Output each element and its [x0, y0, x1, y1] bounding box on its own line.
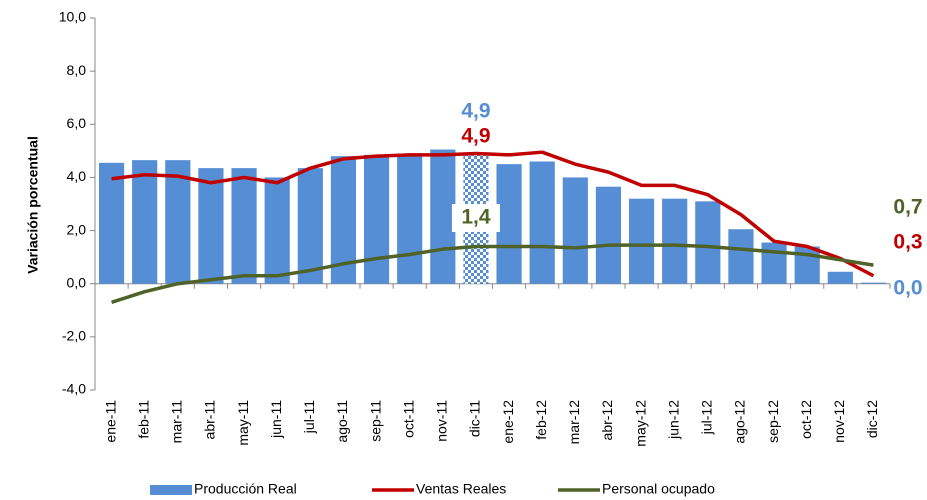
x-tick-label: ene-11: [102, 400, 118, 443]
x-tick-label: nov-11: [434, 400, 450, 442]
bar: [728, 229, 754, 284]
x-tick-label: may-12: [632, 400, 648, 447]
value-label: 1,4: [461, 206, 491, 229]
label-bg: [451, 204, 500, 232]
legend-swatch: [150, 485, 192, 495]
x-tick-label: abr-11: [202, 400, 218, 440]
bar: [231, 168, 257, 284]
y-tick-label: 0,0: [67, 274, 87, 290]
value-label: 4,9: [461, 100, 490, 123]
bar: [198, 168, 224, 284]
legend-label: Ventas Reales: [416, 481, 506, 497]
bar: [662, 198, 688, 284]
value-label: 0,0: [893, 277, 922, 300]
y-tick-label: -4,0: [62, 381, 86, 397]
bar: [264, 177, 290, 284]
legend-label: Producción Real: [194, 481, 297, 497]
x-tick-label: dic-12: [864, 400, 880, 438]
bar: [860, 282, 887, 284]
line: [111, 150, 875, 278]
x-tick-label: ago-11: [334, 400, 350, 443]
bar: [628, 198, 655, 284]
x-tick-label: mar-12: [566, 400, 582, 445]
bar: [595, 186, 622, 284]
x-tick-label: jun-11: [268, 400, 284, 439]
bar: [297, 168, 323, 284]
value-label: 0,7: [893, 196, 922, 219]
y-tick-label: 8,0: [67, 62, 87, 78]
bar: [827, 271, 853, 284]
x-tick-label: ago-12: [732, 400, 748, 444]
x-tick-label: jun-12: [665, 400, 681, 440]
bar: [363, 154, 390, 284]
x-tick-label: feb-11: [135, 400, 151, 439]
bar: [98, 162, 125, 284]
x-tick-label: jul-11: [301, 400, 317, 434]
y-tick-label: -2,0: [62, 328, 86, 344]
bar: [529, 161, 555, 284]
y-tick-label: 2,0: [67, 221, 87, 237]
line: [111, 243, 874, 304]
bar: [695, 201, 721, 284]
bar: [562, 177, 588, 284]
legend-label: Personal ocupado: [602, 481, 715, 497]
bar: [132, 160, 158, 284]
x-tick-label: mar-11: [169, 400, 185, 444]
x-tick-label: nov-12: [831, 400, 847, 443]
bar: [430, 149, 456, 284]
x-tick-label: oct-12: [798, 400, 814, 439]
x-tick-label: may-11: [235, 400, 251, 446]
y-tick-label: 10,0: [59, 9, 86, 25]
value-label: 4,9: [461, 125, 490, 148]
x-tick-label: ene-12: [500, 400, 516, 444]
bar: [496, 164, 522, 284]
x-tick-label: jul-12: [699, 400, 715, 435]
x-tick-label: sep-11: [367, 400, 383, 442]
y-tick-label: 4,0: [67, 168, 87, 184]
y-axis-title: Variación porcentual: [25, 136, 41, 274]
x-tick-label: feb-12: [533, 400, 549, 440]
x-tick-label: abr-12: [599, 400, 615, 441]
x-tick-label: oct-11: [400, 400, 416, 438]
bar: [165, 160, 191, 284]
x-tick-label: sep-12: [765, 400, 781, 443]
value-label: 0,3: [893, 231, 922, 254]
bar: [397, 153, 423, 284]
x-tick-label: dic-11: [467, 400, 483, 437]
bar: [761, 242, 787, 284]
y-tick-label: 6,0: [67, 115, 87, 131]
